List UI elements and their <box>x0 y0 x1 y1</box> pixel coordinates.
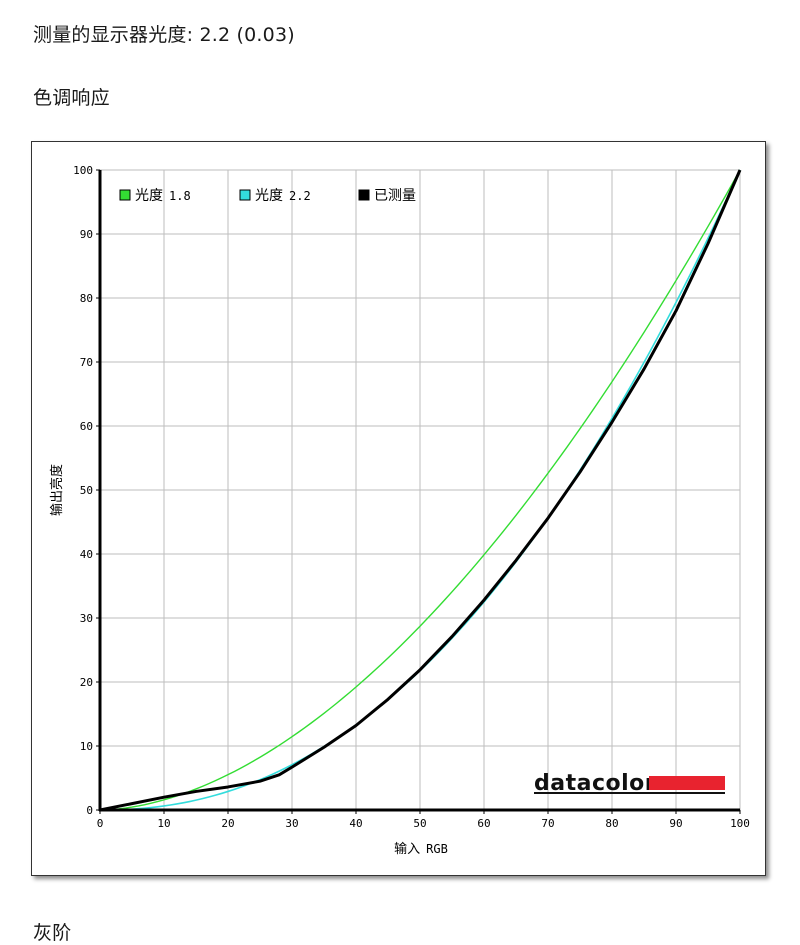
datacolor-logo-text: datacolor <box>534 771 656 796</box>
y-tick-label-40: 40 <box>80 548 93 561</box>
x-tick-label-30: 30 <box>285 817 298 830</box>
chart-svg: 0 10 20 30 40 50 60 70 80 90 100 0 10 20 30 40 50 60 70 80… <box>49 164 750 857</box>
legend-num-gamma-2-2: 2.2 <box>289 189 311 203</box>
legend-label-gamma-1-8: 光度 1.8 <box>135 188 191 204</box>
legend-swatch-measured <box>358 189 370 201</box>
y-axis-ticks: 0 10 20 30 40 50 60 70 80 90 100 <box>73 164 100 817</box>
y-tick-label-90: 90 <box>80 228 93 241</box>
x-axis-title-en: RGB <box>426 842 448 856</box>
axes <box>98 170 740 812</box>
y-tick-label-100: 100 <box>73 164 93 177</box>
x-tick-label-40: 40 <box>349 817 362 830</box>
series-line-gamma-1-8 <box>99 169 741 811</box>
tone-response-title: 色调响应 <box>33 87 110 109</box>
legend-label-measured: 已测量 <box>374 188 416 204</box>
measured-gamma-text: 测量的显示器光度: 2.2 (0.03) <box>33 20 295 47</box>
x-tick-label-20: 20 <box>221 817 234 830</box>
y-tick-label-50: 50 <box>80 484 93 497</box>
x-tick-label-100: 100 <box>730 817 750 830</box>
legend: 光度 1.8 光度 2.2 已测量 <box>119 188 416 204</box>
x-tick-label-10: 10 <box>157 817 170 830</box>
x-tick-label-90: 90 <box>669 817 682 830</box>
y-tick-label-70: 70 <box>80 356 93 369</box>
tone-response-chart: 0 10 20 30 40 50 60 70 80 90 100 0 10 20 30 40 50 60 70 80… <box>31 141 766 876</box>
y-tick-label-30: 30 <box>80 612 93 625</box>
x-tick-label-60: 60 <box>477 817 490 830</box>
y-tick-label-80: 80 <box>80 292 93 305</box>
legend-name-gamma-1-8: 光度 <box>135 188 163 204</box>
x-tick-label-80: 80 <box>605 817 618 830</box>
datacolor-logo-underline <box>534 792 725 794</box>
x-axis-ticks: 0 10 20 30 40 50 60 70 80 90 100 <box>97 810 750 830</box>
legend-label-gamma-2-2: 光度 2.2 <box>255 188 311 204</box>
legend-swatch-gamma-2-2 <box>239 189 251 201</box>
grid <box>99 169 741 811</box>
x-axis-title: 输入 RGB <box>394 841 448 857</box>
legend-num-gamma-1-8: 1.8 <box>169 189 191 203</box>
legend-swatch-gamma-1-8 <box>119 189 131 201</box>
y-tick-label-0: 0 <box>86 804 93 817</box>
x-tick-label-70: 70 <box>541 817 554 830</box>
datacolor-logo-bar <box>649 776 725 790</box>
x-tick-label-50: 50 <box>413 817 426 830</box>
y-tick-label-60: 60 <box>80 420 93 433</box>
measured-gamma-label: 测量的显示器光度: <box>33 24 194 46</box>
measured-gamma-value: 2.2 (0.03) <box>199 24 295 46</box>
y-tick-label-10: 10 <box>80 740 93 753</box>
x-axis-title-cn: 输入 <box>394 841 420 857</box>
x-tick-label-0: 0 <box>97 817 104 830</box>
series-lines <box>99 169 742 812</box>
datacolor-logo: datacolor <box>534 771 725 796</box>
series-line-measured <box>99 169 742 812</box>
y-tick-label-20: 20 <box>80 676 93 689</box>
y-axis-title: 输出亮度 <box>49 464 65 516</box>
legend-name-gamma-2-2: 光度 <box>255 188 283 204</box>
